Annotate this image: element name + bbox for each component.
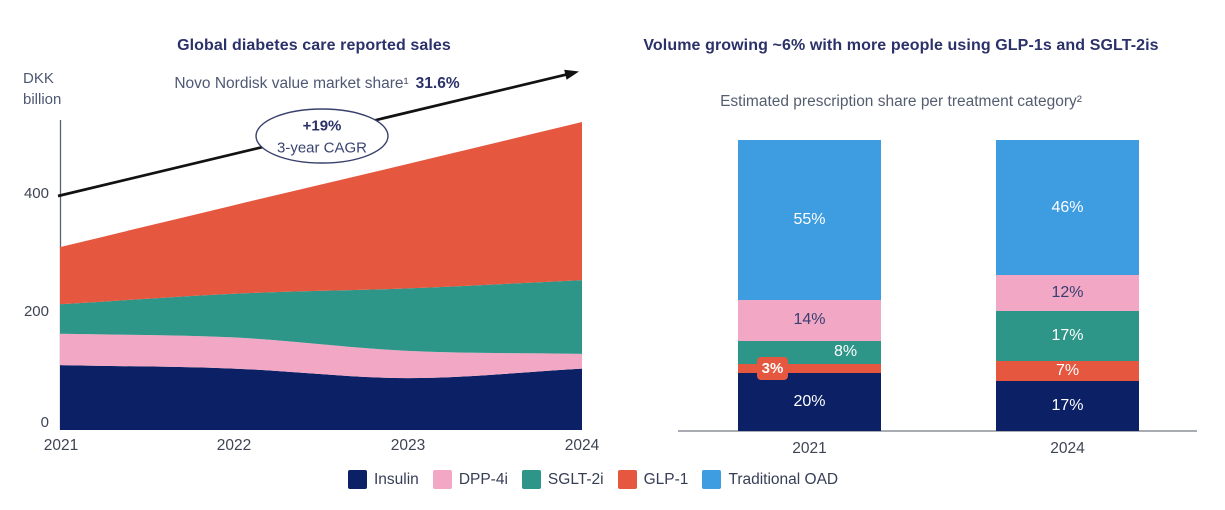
legend-item-dpp-4i: DPP-4i bbox=[432, 470, 508, 489]
y-tick-label: 0 bbox=[40, 414, 49, 431]
segment-value-label: 17% bbox=[1051, 397, 1084, 414]
bar-segment-dpp-4i: 12% bbox=[996, 275, 1139, 311]
trend-arrow-head bbox=[564, 69, 579, 80]
legend-swatch-icon bbox=[702, 470, 722, 489]
bar-category-label: 2021 bbox=[792, 440, 827, 457]
legend-swatch-icon bbox=[348, 470, 367, 489]
legend-item-label: Traditional OAD bbox=[728, 470, 839, 488]
bar-segment-glp-1: 7% bbox=[996, 360, 1139, 381]
x-tick-label: 2024 bbox=[564, 437, 600, 454]
area-plot-svg bbox=[57, 69, 582, 430]
left-chart-subtitle: Novo Nordisk value market share¹ 31.6% bbox=[174, 75, 459, 93]
legend-item-label: GLP-1 bbox=[643, 470, 689, 488]
area-plot bbox=[0, 0, 640, 460]
legend-swatch-icon bbox=[617, 470, 637, 489]
segment-value-label: 55% bbox=[793, 210, 826, 228]
bar-segment-insulin: 17% bbox=[996, 381, 1139, 431]
legend-item-sglt-2i: SGLT-2i bbox=[521, 470, 604, 489]
segment-value-callout: 3% bbox=[757, 356, 788, 380]
segment-value-label: 14% bbox=[793, 311, 826, 329]
cagr-badge-ellipse bbox=[255, 108, 389, 164]
legend-item-traditional-oad: Traditional OAD bbox=[702, 470, 838, 489]
stacked-bar-2024: 17% 7% 17% 12% 46% bbox=[996, 140, 1139, 431]
y-axis-unit-line1: DKK bbox=[23, 70, 54, 87]
cagr-badge-value: +19% bbox=[302, 117, 342, 135]
y-tick-label: 200 bbox=[23, 303, 49, 320]
legend-swatch-icon bbox=[432, 470, 452, 489]
x-tick-label: 2021 bbox=[43, 437, 79, 454]
segment-value-label: 46% bbox=[1051, 198, 1084, 216]
prescription-share-bar-chart: Volume growing ~6% with more people usin… bbox=[640, 0, 1225, 460]
area-series-dpp-4i bbox=[60, 333, 582, 379]
legend-item-label: Insulin bbox=[374, 470, 419, 488]
bar-segment-glp-1 bbox=[738, 364, 881, 373]
legend-item-insulin: Insulin bbox=[348, 470, 419, 489]
segment-value-label: 8% bbox=[833, 343, 858, 361]
y-axis-unit-line2: billion bbox=[23, 91, 62, 108]
chart-legend: Insulin DPP-4i SGLT-2i GLP-1 Traditional OAD bbox=[348, 470, 838, 489]
bar-category-label: 2024 bbox=[1050, 440, 1085, 457]
y-tick-label: 400 bbox=[23, 185, 49, 202]
left-chart-title: Global diabetes care reported sales bbox=[177, 37, 451, 54]
segment-value-label: 12% bbox=[1051, 283, 1084, 301]
right-chart-subtitle: Estimated prescription share per treatme… bbox=[720, 93, 1082, 110]
market-share-label: Novo Nordisk value market share¹ bbox=[174, 75, 409, 92]
bar-segment-sglt-2i: 17% bbox=[996, 310, 1139, 361]
sales-area-chart: Global diabetes care reported sales Novo… bbox=[0, 0, 640, 460]
legend-swatch-icon bbox=[521, 470, 541, 489]
y-axis-unit-label: DKK billion bbox=[23, 68, 61, 110]
x-tick-label: 2023 bbox=[390, 437, 426, 454]
segment-value-label: 7% bbox=[1055, 361, 1080, 379]
x-tick-label: 2022 bbox=[216, 437, 252, 454]
bar-segment-dpp-4i: 14% bbox=[738, 300, 881, 341]
legend-item-glp-1: GLP-1 bbox=[617, 470, 689, 489]
cagr-badge-caption: 3-year CAGR bbox=[276, 139, 368, 157]
bar-segment-traditional-oad: 46% bbox=[996, 140, 1139, 276]
segment-value-label: 17% bbox=[1051, 326, 1084, 344]
area-series-insulin bbox=[60, 365, 582, 430]
bar-segment-traditional-oad: 55% bbox=[738, 139, 881, 300]
market-share-value: 31.6% bbox=[415, 75, 460, 92]
legend-item-label: SGLT-2i bbox=[547, 470, 604, 488]
bar-chart-baseline bbox=[678, 430, 1197, 432]
legend-item-label: DPP-4i bbox=[458, 470, 508, 488]
bar-segment-insulin: 20% bbox=[738, 372, 881, 431]
area-series-glp-1 bbox=[60, 122, 582, 305]
area-series-sglt-2i bbox=[60, 280, 582, 354]
segment-value-label: 20% bbox=[793, 392, 826, 410]
right-chart-title: Volume growing ~6% with more people usin… bbox=[643, 37, 1159, 54]
stacked-bar-2021: 20% 3% 8% 14% 55% bbox=[738, 139, 881, 431]
